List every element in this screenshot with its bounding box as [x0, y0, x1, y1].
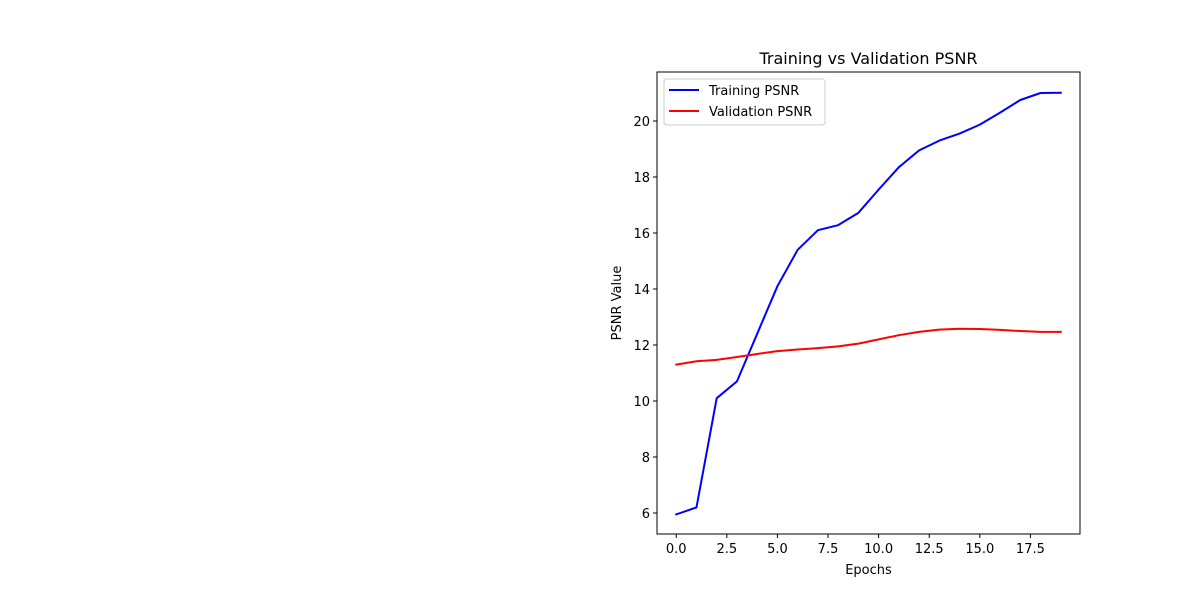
y-tick-label: 12 [633, 339, 650, 354]
axes-frame [656, 71, 1081, 535]
x-axis: 0.0 2.5 5.0 7.5 10.0 12.5 15.0 17.5 [666, 534, 1045, 557]
legend-box [663, 78, 826, 126]
y-tick-label: 16 [633, 227, 650, 242]
training-psnr-line [674, 91, 1062, 516]
y-axis-label: PSNR Value [610, 266, 625, 341]
y-tick-label: 8 [642, 451, 650, 466]
y-tick-label: 18 [633, 171, 650, 186]
legend-label-training: Training PSNR [708, 84, 799, 99]
x-tick-label: 5.0 [767, 542, 788, 557]
x-tick-label: 2.5 [716, 542, 737, 557]
y-tick-label: 6 [642, 507, 650, 522]
y-axis: 6 8 10 12 14 16 18 20 [633, 115, 657, 522]
x-tick-label: 15.0 [965, 542, 994, 557]
y-tick-label: 14 [633, 283, 650, 298]
x-tick-label: 17.5 [1016, 542, 1045, 557]
x-tick-label: 0.0 [666, 542, 687, 557]
chart-title: Training vs Validation PSNR [758, 49, 977, 68]
legend-label-validation: Validation PSNR [709, 105, 812, 120]
x-tick-label: 7.5 [818, 542, 839, 557]
x-tick-label: 10.0 [864, 542, 893, 557]
y-tick-label: 20 [633, 115, 650, 130]
x-tick-label: 12.5 [915, 542, 944, 557]
y-tick-label: 10 [633, 395, 650, 410]
x-axis-label: Epochs [845, 563, 892, 578]
validation-psnr-line [675, 327, 1062, 366]
plot-area [674, 91, 1062, 516]
legend: Training PSNR Validation PSNR [663, 78, 826, 126]
